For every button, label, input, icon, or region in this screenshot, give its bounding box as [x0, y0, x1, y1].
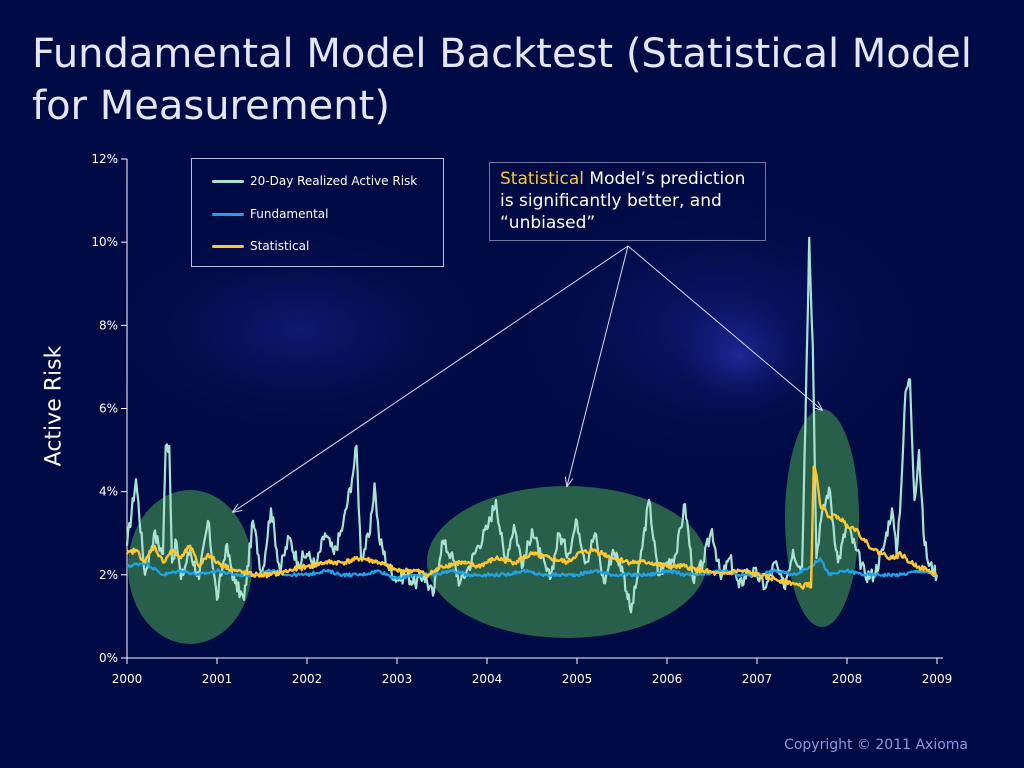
highlight-ellipse-1 [128, 490, 252, 644]
legend-label-statistical: Statistical [250, 239, 310, 253]
y-tick-label: 2% [99, 568, 118, 582]
x-tick-label: 2001 [202, 672, 233, 686]
x-tick-label: 2005 [562, 672, 593, 686]
x-tick-label: 2004 [472, 672, 503, 686]
callout-arrow-3 [627, 245, 822, 410]
legend-swatch-fundamental [212, 212, 244, 216]
y-tick-label: 12% [91, 152, 118, 166]
y-tick-label: 10% [91, 235, 118, 249]
callout-arrow-2 [567, 245, 629, 486]
x-tick-label: 2008 [832, 672, 863, 686]
y-tick-label: 6% [99, 402, 118, 416]
callout-arrow-1 [233, 245, 629, 512]
y-tick-label: 4% [99, 485, 118, 499]
y-tick-label: 0% [99, 651, 118, 665]
x-tick-label: 2003 [382, 672, 413, 686]
slide-title: Fundamental Model Backtest (Statistical … [32, 31, 972, 129]
legend-item-fundamental: Fundamental [212, 204, 329, 224]
series-layer [125, 236, 939, 614]
callout-text: Model’s prediction is significantly bett… [500, 169, 746, 233]
x-tick-label: 2007 [742, 672, 773, 686]
legend-label-fundamental: Fundamental [250, 207, 329, 221]
series-line-fundamental [126, 557, 938, 581]
series-line-statistical [125, 465, 938, 590]
callout-highlight: Statistical [500, 169, 584, 189]
x-tick-label: 2006 [652, 672, 683, 686]
x-tick-label: 2000 [112, 672, 143, 686]
y-tick-label: 8% [99, 318, 118, 332]
callout-arrows [233, 245, 822, 512]
callout-box: Statistical Model’s prediction is signif… [489, 162, 766, 241]
chart-axes: 0% 2% 4% 6% 8% 10% 12% 2000 2001 2002 2003 2004 2005… [91, 152, 952, 686]
chart-legend: 20-Day Realized Active Risk Fundamental … [191, 158, 444, 267]
x-tick-label: 2009 [922, 672, 953, 686]
legend-swatch-statistical [212, 244, 244, 248]
x-tick-label: 2002 [292, 672, 323, 686]
legend-item-statistical: Statistical [212, 236, 309, 256]
legend-label-realized: 20-Day Realized Active Risk [250, 174, 418, 188]
copyright-footer: Copyright © 2011 Axioma [784, 737, 968, 753]
y-axis-label: Active Risk [41, 345, 67, 467]
background-decoration [80, 170, 960, 490]
legend-swatch-realized [212, 179, 244, 183]
legend-item-realized: 20-Day Realized Active Risk [212, 171, 417, 191]
